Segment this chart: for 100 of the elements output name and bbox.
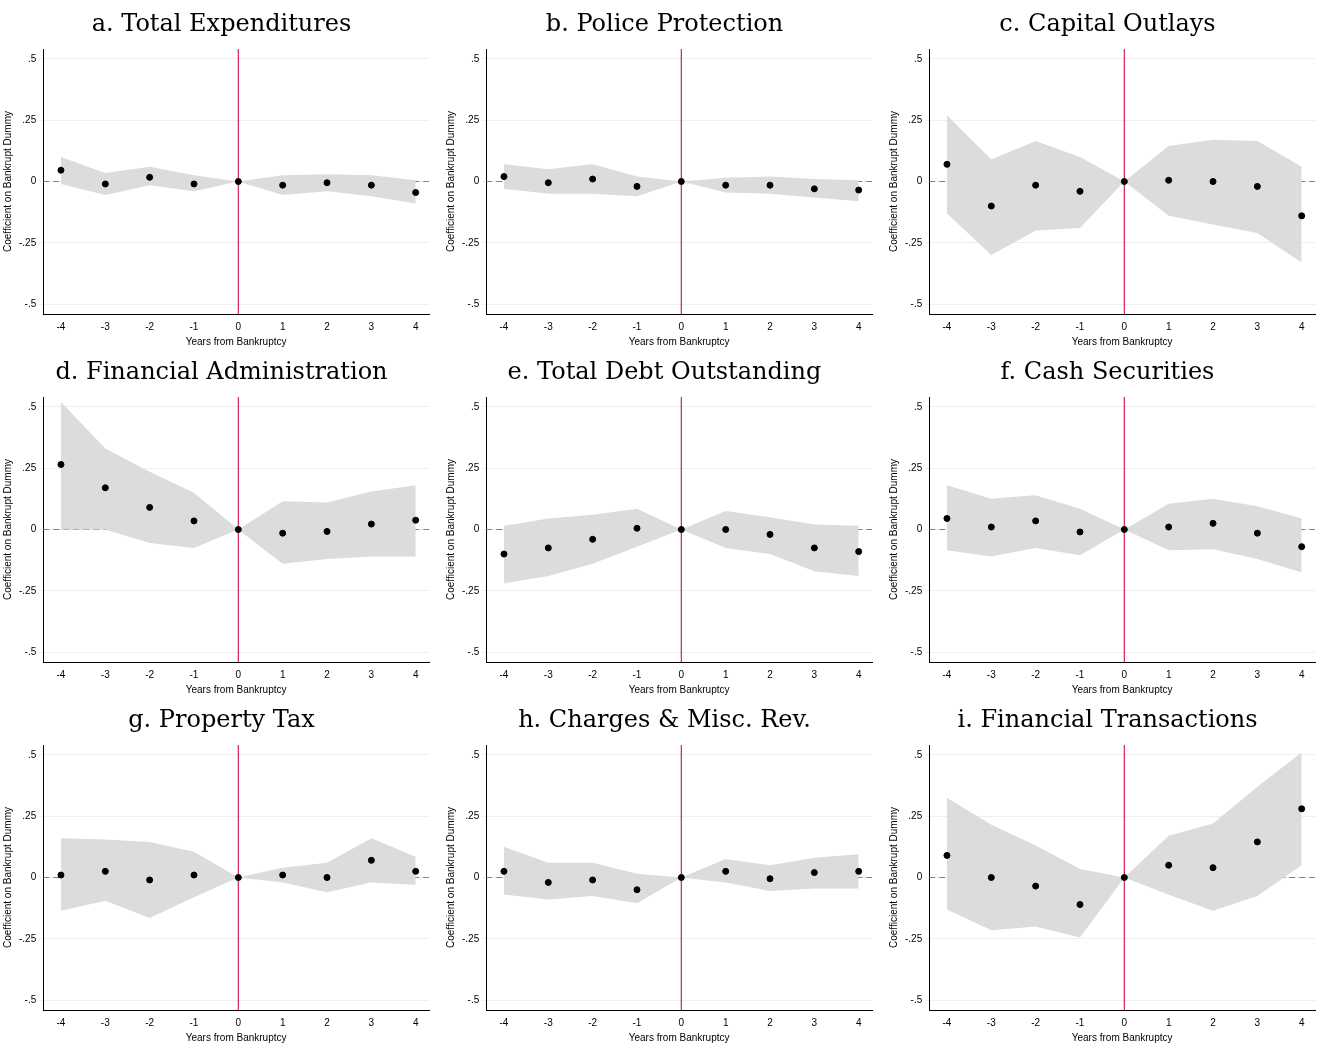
point (943, 851, 951, 859)
y-tick-label: -.25 (462, 584, 480, 596)
y-tick-label: -.5 (24, 645, 37, 657)
x-tick-label: -3 (543, 1016, 554, 1028)
x-tick-label: -2 (588, 668, 598, 680)
x-tick-label: 1 (722, 668, 729, 680)
point (1253, 529, 1261, 537)
y-tick-label: -.5 (910, 297, 923, 309)
point (544, 544, 552, 552)
x-tick-label: -1 (632, 320, 642, 332)
point (1076, 528, 1084, 536)
y-tick-label: .5 (27, 52, 37, 64)
point (633, 524, 641, 532)
point (1298, 805, 1306, 813)
chart-title: b. Police Protection (544, 8, 785, 39)
y-tick-label: -.25 (905, 584, 923, 596)
x-tick-label: 1 (1165, 320, 1172, 332)
y-tick-label: -.25 (462, 236, 480, 248)
point (279, 181, 287, 189)
x-tick-label: -4 (942, 1016, 952, 1028)
y-tick-label: .5 (913, 748, 923, 760)
point (1032, 517, 1040, 525)
point (1253, 182, 1261, 190)
y-tick-label: 0 (473, 523, 480, 535)
point (190, 871, 198, 879)
x-tick-label: 1 (1165, 668, 1172, 680)
y-tick-label: .5 (27, 400, 37, 412)
point (987, 523, 995, 531)
y-axis-title: Coefficient on Bankrupt Dummy (887, 807, 899, 948)
point (766, 181, 774, 189)
y-tick-label: .25 (908, 113, 923, 125)
point (146, 173, 154, 181)
y-tick-label: -.25 (462, 932, 480, 944)
x-tick-label: -1 (189, 1016, 199, 1028)
y-tick-label: -.5 (467, 993, 480, 1005)
x-tick-label: -2 (1031, 320, 1041, 332)
point (1120, 178, 1128, 185)
x-axis-title: Years from Bankruptcy (185, 683, 287, 695)
point (323, 874, 331, 881)
x-tick-label: -4 (499, 668, 509, 680)
x-tick-label: 1 (279, 1016, 286, 1028)
chart-title: f. Cash Securities (999, 356, 1216, 387)
x-tick-label: 4 (412, 668, 419, 680)
point (1165, 861, 1173, 869)
y-axis-title: Coefficient on Bankrupt Dummy (444, 459, 456, 600)
point (855, 867, 863, 875)
x-tick-label: -3 (986, 320, 997, 332)
point (766, 875, 774, 883)
point (234, 874, 242, 881)
point (1165, 176, 1173, 184)
point (500, 550, 508, 558)
y-tick-label: -.5 (24, 297, 37, 309)
chart-title: d. Financial Administration (54, 356, 389, 387)
x-tick-label: 0 (235, 320, 242, 332)
x-axis-title: Years from Bankruptcy (185, 1031, 287, 1043)
x-tick-label: -2 (588, 1016, 598, 1028)
y-axis-title: Coefficient on Bankrupt Dummy (887, 459, 899, 600)
x-tick-label: -3 (986, 668, 997, 680)
x-tick-label: 4 (855, 668, 862, 680)
y-tick-label: .25 (465, 809, 480, 821)
point (1165, 523, 1173, 531)
x-tick-label: 3 (1254, 668, 1261, 680)
x-axis-title: Years from Bankruptcy (1071, 1031, 1173, 1043)
point (1032, 181, 1040, 189)
point (544, 179, 552, 187)
x-tick-label: -4 (56, 668, 66, 680)
point (589, 876, 597, 884)
point (367, 181, 375, 189)
x-tick-label: -2 (1031, 668, 1041, 680)
x-tick-label: 4 (855, 320, 862, 332)
y-tick-label: .5 (470, 400, 480, 412)
point (810, 869, 818, 877)
y-tick-label: 0 (30, 175, 37, 187)
point (412, 516, 420, 524)
x-tick-label: -1 (1075, 668, 1085, 680)
point (1298, 543, 1306, 551)
point (323, 527, 331, 535)
y-tick-label: .25 (465, 461, 480, 473)
y-tick-label: 0 (30, 871, 37, 883)
x-tick-label: 4 (412, 320, 419, 332)
y-tick-label: .5 (470, 52, 480, 64)
x-tick-label: 2 (324, 668, 331, 680)
x-tick-label: 1 (1165, 1016, 1172, 1028)
x-tick-label: -4 (56, 320, 66, 332)
point (722, 526, 730, 533)
chart-title: c. Capital Outlays (998, 8, 1217, 39)
y-tick-label: .25 (22, 461, 37, 473)
y-axis-title: Coefficient on Bankrupt Dummy (1, 111, 13, 252)
point (855, 548, 863, 556)
point (633, 886, 641, 894)
y-tick-label: 0 (916, 175, 923, 187)
point (589, 535, 597, 543)
point (677, 526, 685, 533)
point (1298, 212, 1306, 220)
x-tick-label: 4 (1298, 1016, 1305, 1028)
point (1209, 519, 1217, 527)
x-tick-label: -3 (543, 320, 554, 332)
x-tick-label: 3 (811, 668, 818, 680)
x-tick-label: -2 (588, 320, 598, 332)
x-tick-label: 2 (767, 668, 774, 680)
